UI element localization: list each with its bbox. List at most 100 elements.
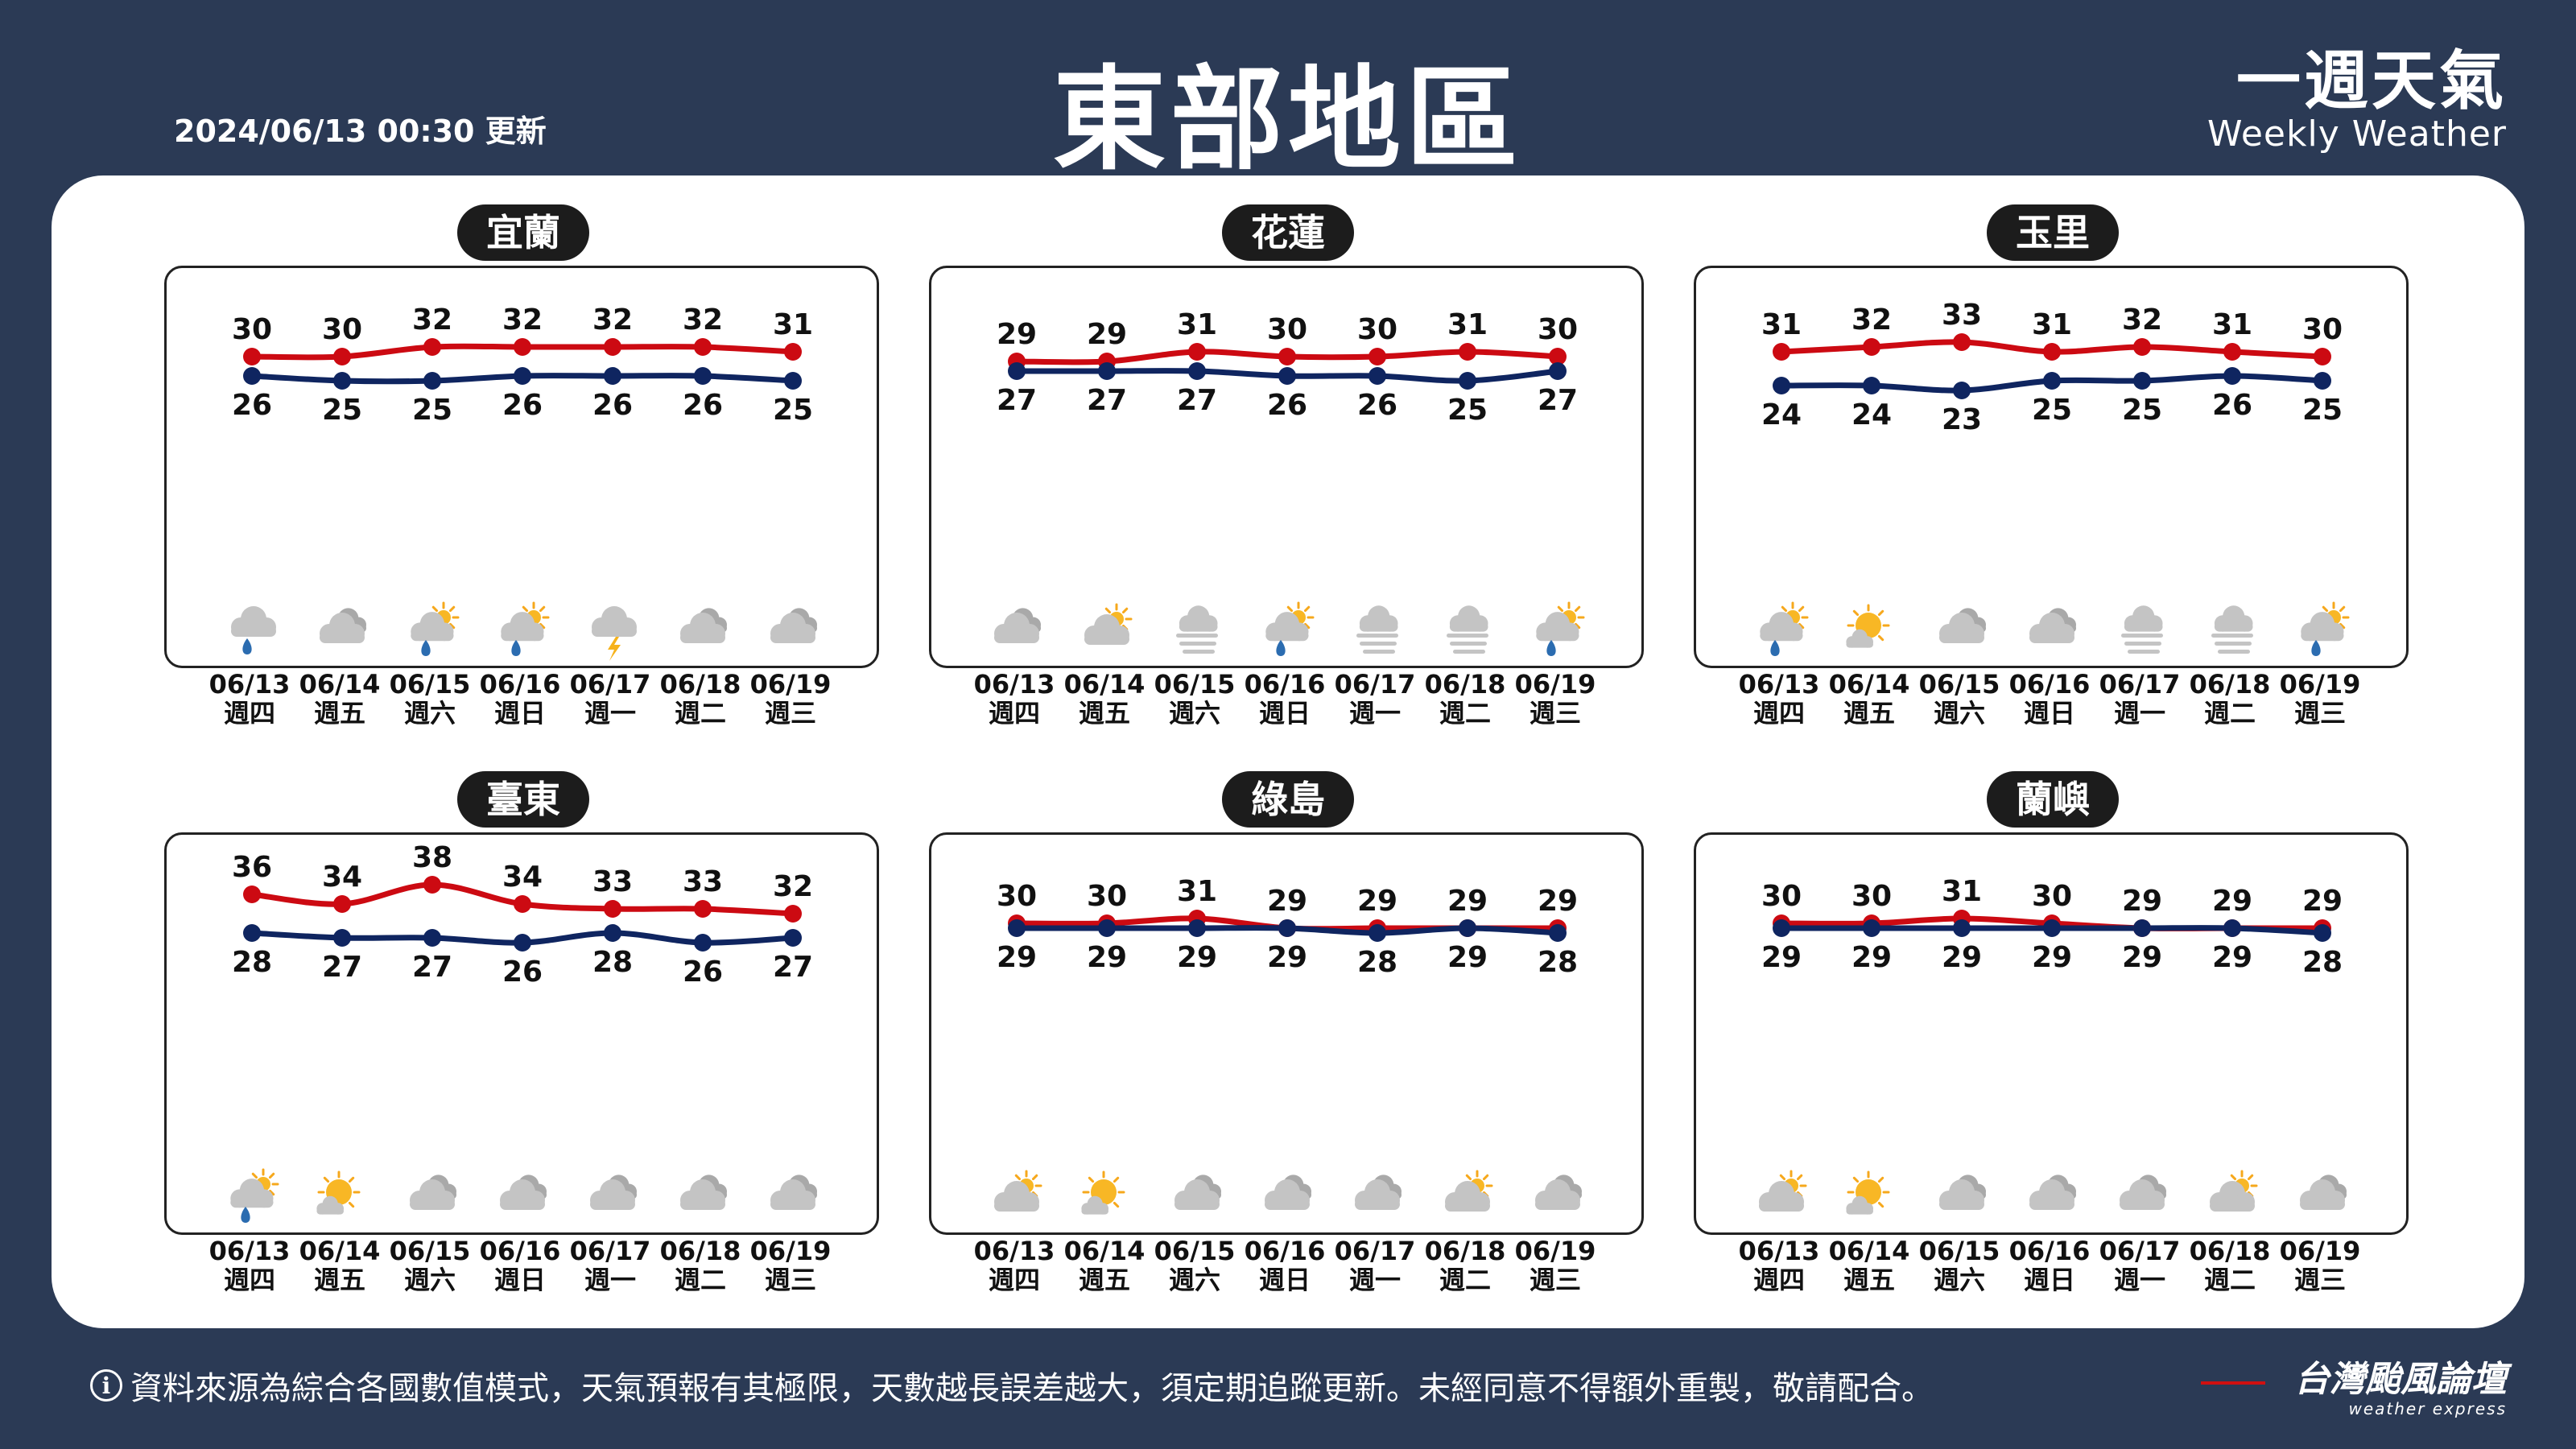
day-date: 06/16 xyxy=(479,1236,561,1266)
low-temp-point xyxy=(1098,362,1116,380)
high-temp-label: 31 xyxy=(1177,875,1217,908)
day-weekday: 週四 xyxy=(223,1265,275,1295)
low-temp-label: 23 xyxy=(1942,403,1982,436)
low-temp-label: 26 xyxy=(502,389,543,422)
high-temp-label: 31 xyxy=(1942,875,1982,908)
day-label: 06/17 週一 xyxy=(565,670,655,728)
day-label: 06/16 週日 xyxy=(1240,1236,1330,1294)
day-label: 06/14 週五 xyxy=(1059,670,1150,728)
day-weekday: 週六 xyxy=(1933,1265,1985,1295)
day-weekday: 週五 xyxy=(313,698,365,729)
day-label: 06/13 週四 xyxy=(204,670,295,728)
high-temp-point xyxy=(2223,343,2241,361)
day-weekday: 週四 xyxy=(1752,1265,1805,1295)
fog-icon xyxy=(1447,605,1488,654)
day-date: 06/14 xyxy=(299,1236,381,1266)
day-weekday: 週三 xyxy=(1529,698,1581,729)
footer-logo-zh: 台灣颱風論壇 xyxy=(2294,1359,2507,1400)
day-weekday: 週日 xyxy=(493,1265,546,1295)
day-weekday: 週一 xyxy=(2113,1265,2165,1295)
high-temp-label: 33 xyxy=(592,865,633,898)
day-weekday: 週一 xyxy=(1348,698,1401,729)
day-date: 06/13 xyxy=(208,669,291,700)
high-temp-label: 30 xyxy=(1761,880,1802,913)
low-temp-label: 27 xyxy=(322,951,362,984)
high-temp-point xyxy=(2133,338,2151,356)
low-temp-label: 28 xyxy=(2302,946,2343,979)
low-temp-label: 26 xyxy=(502,956,543,989)
day-weekday: 週二 xyxy=(674,698,726,729)
cloud-icon xyxy=(500,1174,547,1210)
day-label: 06/14 週五 xyxy=(1824,670,1914,728)
high-temp-label: 34 xyxy=(322,861,362,894)
temperature-chart-svg: 36 34 38 34 33 33 32 28 27 27 26 28 26 27 xyxy=(230,841,818,1223)
partly-cloudy-rain-icon xyxy=(1536,601,1585,656)
low-temp-label: 27 xyxy=(1538,384,1578,417)
low-temp-label: 29 xyxy=(2032,941,2072,974)
low-temp-point xyxy=(1098,919,1116,937)
day-date: 06/17 xyxy=(1334,1236,1416,1266)
high-temp-label: 29 xyxy=(1267,885,1307,918)
day-weekday: 週五 xyxy=(1078,1265,1130,1295)
high-temp-point xyxy=(694,900,712,918)
high-temp-point xyxy=(1863,338,1880,356)
day-date: 06/13 xyxy=(1738,669,1820,700)
day-label: 06/19 週三 xyxy=(745,1236,836,1294)
temperature-chart: 29 29 31 30 30 31 30 27 27 27 26 26 25 27 xyxy=(929,266,1644,668)
day-date: 06/17 xyxy=(569,669,651,700)
high-temp-point xyxy=(243,348,261,365)
day-weekday: 週二 xyxy=(1439,698,1491,729)
cloud-icon xyxy=(1535,1174,1582,1210)
low-temp-label: 29 xyxy=(1447,941,1488,974)
temperature-chart-svg: 31 32 33 31 32 31 30 24 24 23 25 25 26 25 xyxy=(1760,299,2350,656)
low-temp-point xyxy=(333,372,351,390)
day-weekday: 週五 xyxy=(313,1265,365,1295)
day-date: 06/15 xyxy=(389,1236,471,1266)
high-temp-label: 36 xyxy=(232,851,272,884)
day-label: 06/14 週五 xyxy=(295,670,385,728)
day-weekday: 週日 xyxy=(2023,698,2075,729)
high-temp-point xyxy=(333,348,351,365)
partly-cloudy-rain-icon xyxy=(411,601,460,656)
day-weekday: 週六 xyxy=(1168,1265,1220,1295)
low-temp-point xyxy=(514,367,531,385)
day-label: 06/17 週一 xyxy=(2095,670,2185,728)
day-weekday: 週四 xyxy=(988,1265,1040,1295)
high-temp-label: 30 xyxy=(2032,880,2072,913)
low-temp-point xyxy=(1863,377,1880,394)
high-temp-point xyxy=(423,338,441,356)
day-date: 06/19 xyxy=(749,669,832,700)
day-label: 06/19 週三 xyxy=(2275,670,2365,728)
day-date: 06/14 xyxy=(1828,1236,1910,1266)
high-temp-point xyxy=(2314,348,2331,365)
day-date: 06/14 xyxy=(1063,1236,1146,1266)
high-temp-label: 30 xyxy=(1087,880,1127,913)
low-temp-point xyxy=(1459,372,1476,390)
low-temp-point xyxy=(1863,919,1880,937)
low-temp-point xyxy=(1953,919,1971,937)
day-label: 06/13 週四 xyxy=(969,1236,1059,1294)
high-temp-label: 30 xyxy=(1357,313,1397,346)
day-label: 06/15 週六 xyxy=(1914,670,2004,728)
high-temp-point xyxy=(423,876,441,894)
day-label: 06/18 週二 xyxy=(1420,1236,1510,1294)
day-date: 06/17 xyxy=(2099,1236,2181,1266)
high-temp-label: 32 xyxy=(502,303,543,336)
day-date: 06/16 xyxy=(1244,1236,1326,1266)
low-temp-label: 27 xyxy=(773,951,813,984)
high-temp-label: 29 xyxy=(2302,885,2343,918)
day-weekday: 週二 xyxy=(2203,1265,2256,1295)
cloud-icon xyxy=(1355,1174,1402,1210)
low-temp-label: 27 xyxy=(412,951,452,984)
city-name-label: 宜蘭 xyxy=(457,204,589,261)
low-temp-point xyxy=(1549,362,1567,380)
city-name-label: 綠島 xyxy=(1222,771,1354,828)
low-temp-label: 26 xyxy=(1357,389,1397,422)
low-temp-point xyxy=(1188,362,1206,380)
cloud-icon xyxy=(770,1174,818,1210)
day-date: 06/19 xyxy=(2279,1236,2361,1266)
day-label: 06/15 週六 xyxy=(1150,1236,1240,1294)
day-date: 06/14 xyxy=(1828,669,1910,700)
day-date: 06/18 xyxy=(659,669,741,700)
day-label: 06/13 週四 xyxy=(969,670,1059,728)
